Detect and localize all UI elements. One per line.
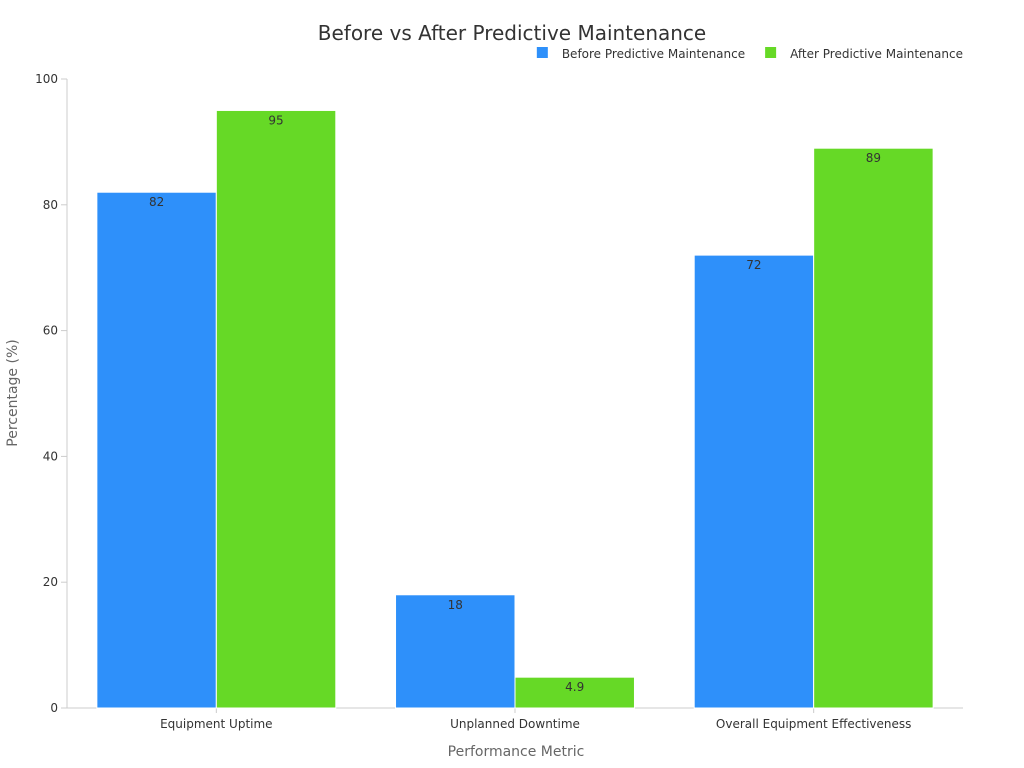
legend: Before Predictive Maintenance After Predi… <box>536 47 963 61</box>
chart-title: Before vs After Predictive Maintenance <box>318 21 707 45</box>
bar-after-predictive-maintenance-overall-equipment-effectiveness <box>813 147 934 709</box>
bar-after-predictive-maintenance-unplanned-downtime <box>514 676 635 709</box>
legend-label-after-predictive-maintenance: After Predictive Maintenance <box>790 47 963 61</box>
legend-swatch-before-predictive-maintenance <box>536 47 548 58</box>
data-label-before-predictive-maintenance-equipment-uptime: 82 <box>149 195 164 209</box>
y-tick-label: 20 <box>43 575 58 589</box>
x-tick-label-overall-equipment-effectiveness: Overall Equipment Effectiveness <box>716 717 912 731</box>
bar-before-predictive-maintenance-unplanned-downtime <box>395 594 516 709</box>
x-tick-label-equipment-uptime: Equipment Uptime <box>160 717 272 731</box>
data-label-before-predictive-maintenance-overall-equipment-effectiveness: 72 <box>746 258 761 272</box>
y-axis: 0 20 40 60 80 100 <box>35 72 68 715</box>
x-tick-label-unplanned-downtime: Unplanned Downtime <box>450 717 580 731</box>
bar-before-predictive-maintenance-overall-equipment-effectiveness <box>693 254 815 709</box>
data-label-after-predictive-maintenance-equipment-uptime: 95 <box>268 113 283 127</box>
data-label-after-predictive-maintenance-overall-equipment-effectiveness: 89 <box>866 151 881 165</box>
data-label-before-predictive-maintenance-unplanned-downtime: 18 <box>448 598 463 612</box>
data-label-after-predictive-maintenance-unplanned-downtime: 4.9 <box>565 680 584 694</box>
y-tick-label: 60 <box>43 324 58 338</box>
x-axis: Equipment Uptime Unplanned Downtime Overal… <box>67 707 963 731</box>
bars <box>96 109 934 709</box>
bar-after-predictive-maintenance-equipment-uptime <box>215 109 337 709</box>
x-axis-title: Performance Metric <box>448 744 585 760</box>
legend-label-before-predictive-maintenance: Before Predictive Maintenance <box>562 47 745 61</box>
y-tick-label: 100 <box>35 72 58 86</box>
y-tick-label: 0 <box>50 701 58 715</box>
y-tick-label: 40 <box>43 449 58 463</box>
legend-swatch-after-predictive-maintenance <box>765 47 777 58</box>
data-labels: 82 95 18 4.9 72 89 <box>149 113 881 694</box>
y-tick-label: 80 <box>43 198 58 212</box>
bar-before-predictive-maintenance-equipment-uptime <box>96 191 217 709</box>
y-axis-title: Percentage (%) <box>5 339 21 446</box>
